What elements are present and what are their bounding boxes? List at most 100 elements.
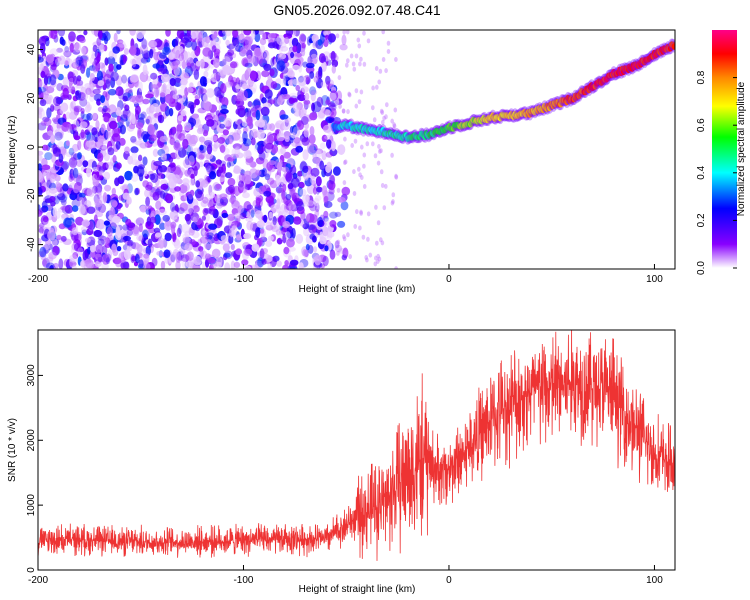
heatmap-cell xyxy=(309,214,318,224)
heatmap-cell xyxy=(215,110,221,116)
colorbar-tick-label: 0.6 xyxy=(696,118,707,132)
heatmap-cell xyxy=(58,258,64,269)
colorbar: 0.0 0.2 0.4 0.6 0.8 Normalized spectral ampl… xyxy=(696,30,747,275)
heatmap-cell xyxy=(238,183,245,191)
heatmap-cell xyxy=(42,219,50,231)
heatmap-cell xyxy=(72,167,79,179)
snr-series-line xyxy=(38,330,675,561)
heatmap-cell xyxy=(135,122,144,129)
heatmap-cell xyxy=(134,219,141,226)
heatmap-cell xyxy=(96,219,105,230)
heatmap-cell xyxy=(181,223,191,234)
heatmap-cell xyxy=(160,73,170,83)
heatmap-cell xyxy=(158,67,167,75)
snr-x-label: Height of straight line (km) xyxy=(299,584,416,595)
heatmap-cell xyxy=(307,244,314,254)
heatmap-cell xyxy=(323,38,329,48)
heatmap-cell xyxy=(394,266,398,269)
heatmap-cell xyxy=(305,212,310,222)
heatmap-cell xyxy=(212,38,221,46)
heatmap-cell xyxy=(341,108,346,114)
heatmap-cell xyxy=(285,202,294,211)
heatmap-cell xyxy=(236,174,242,185)
heatmap-cell xyxy=(288,97,295,104)
heatmap-cell xyxy=(379,148,383,154)
heatmap-cell xyxy=(147,124,155,136)
heatmap-cell xyxy=(285,193,292,201)
heatmap-cell xyxy=(306,36,312,46)
heatmap-cell xyxy=(373,153,378,159)
heatmap-cell xyxy=(355,209,359,215)
heatmap-cell xyxy=(280,46,289,52)
heatmap-cell xyxy=(275,174,281,186)
heatmap-cell xyxy=(345,62,349,68)
heatmap-cell xyxy=(60,205,70,211)
heatmap-cell xyxy=(343,136,347,142)
heatmap-cell xyxy=(250,82,257,92)
heatmap-cell xyxy=(229,61,238,69)
heatmap-cell xyxy=(230,193,235,205)
heatmap-cell xyxy=(154,232,162,238)
heatmap-cell xyxy=(168,108,174,117)
heatmap-cell xyxy=(377,79,382,85)
heatmap-cell xyxy=(196,218,204,229)
heatmap-cell xyxy=(296,120,302,127)
heatmap-cell xyxy=(349,53,354,59)
heatmap-cell xyxy=(95,211,104,218)
heatmap-cell xyxy=(189,239,196,246)
heatmap-cell xyxy=(86,113,93,121)
heatmap-cell xyxy=(80,64,86,74)
heatmap-cell xyxy=(164,232,172,242)
heatmap-cell xyxy=(222,129,229,136)
heatmap-cell xyxy=(261,248,268,254)
heatmap-cell xyxy=(327,33,336,43)
heatmap-cell xyxy=(227,213,236,221)
heatmap-cell xyxy=(235,108,240,115)
heatmap-cell xyxy=(86,67,91,78)
heatmap-cell xyxy=(122,54,127,64)
heatmap-cell xyxy=(260,51,266,60)
heatmap-cell xyxy=(52,207,58,218)
heatmap-cell xyxy=(267,132,273,142)
x-tick-label: 0 xyxy=(446,575,452,586)
heatmap-cell xyxy=(45,262,55,269)
heatmap-cell xyxy=(38,150,44,156)
heatmap-cell xyxy=(255,157,265,165)
heatmap-cell xyxy=(265,240,273,247)
heatmap-cell xyxy=(314,195,322,202)
heatmap-cell xyxy=(297,170,304,177)
heatmap-cell xyxy=(335,55,339,61)
heatmap-cell xyxy=(340,201,349,211)
heatmap-cell xyxy=(341,254,347,261)
heatmap-cell xyxy=(182,138,189,149)
heatmap-cell xyxy=(354,53,359,59)
heatmap-cell xyxy=(297,57,304,67)
heatmap-cell xyxy=(181,201,188,210)
heatmap-cell xyxy=(118,40,126,48)
heatmap-cell xyxy=(198,31,203,42)
heatmap-cell xyxy=(114,257,122,268)
heatmap-cell xyxy=(355,130,360,136)
heatmap-cell xyxy=(131,241,136,250)
heatmap-cell xyxy=(100,123,106,134)
heatmap-cell xyxy=(265,224,274,231)
heatmap-cell xyxy=(276,260,282,267)
heatmap-cell xyxy=(341,34,347,46)
heatmap-cell xyxy=(92,88,101,95)
heatmap-cell xyxy=(292,126,301,138)
heatmap-cell xyxy=(94,198,103,208)
heatmap-cell xyxy=(107,56,116,66)
heatmap-cell xyxy=(360,144,364,150)
heatmap-cell xyxy=(302,194,310,205)
heatmap-cell xyxy=(120,262,126,269)
heatmap-cell xyxy=(137,154,143,162)
heatmap-cell xyxy=(316,186,323,193)
heatmap-cell xyxy=(282,183,287,193)
heatmap-cell xyxy=(353,138,358,144)
heatmap-cell xyxy=(53,262,59,269)
heatmap-cell xyxy=(298,262,304,269)
heatmap-cell xyxy=(337,220,346,228)
heatmap-cell xyxy=(255,142,262,151)
heatmap-cell xyxy=(110,207,115,218)
